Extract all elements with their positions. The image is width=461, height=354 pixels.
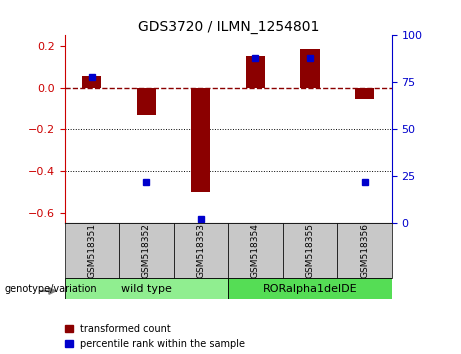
Text: GSM518356: GSM518356 [360, 223, 369, 278]
Bar [119, 223, 174, 278]
Bar [301, 49, 319, 87]
Text: RORalpha1delDE: RORalpha1delDE [263, 284, 357, 293]
Text: GSM518355: GSM518355 [306, 223, 314, 278]
Legend: transformed count, percentile rank within the sample: transformed count, percentile rank withi… [65, 324, 245, 349]
Bar [283, 223, 337, 278]
Text: genotype/variation: genotype/variation [5, 284, 97, 294]
Title: GDS3720 / ILMN_1254801: GDS3720 / ILMN_1254801 [137, 21, 319, 34]
Bar [228, 223, 283, 278]
Bar [228, 278, 392, 299]
Bar [82, 76, 101, 87]
Bar [65, 278, 228, 299]
Text: wild type: wild type [121, 284, 172, 293]
Bar [137, 87, 156, 115]
Bar [174, 223, 228, 278]
Bar [337, 223, 392, 278]
Bar [191, 87, 211, 192]
Text: GSM518354: GSM518354 [251, 223, 260, 278]
Text: GSM518353: GSM518353 [196, 223, 206, 278]
Bar [65, 223, 119, 278]
Bar [355, 87, 374, 99]
Text: GSM518352: GSM518352 [142, 223, 151, 278]
Bar [246, 56, 265, 87]
Text: GSM518351: GSM518351 [87, 223, 96, 278]
